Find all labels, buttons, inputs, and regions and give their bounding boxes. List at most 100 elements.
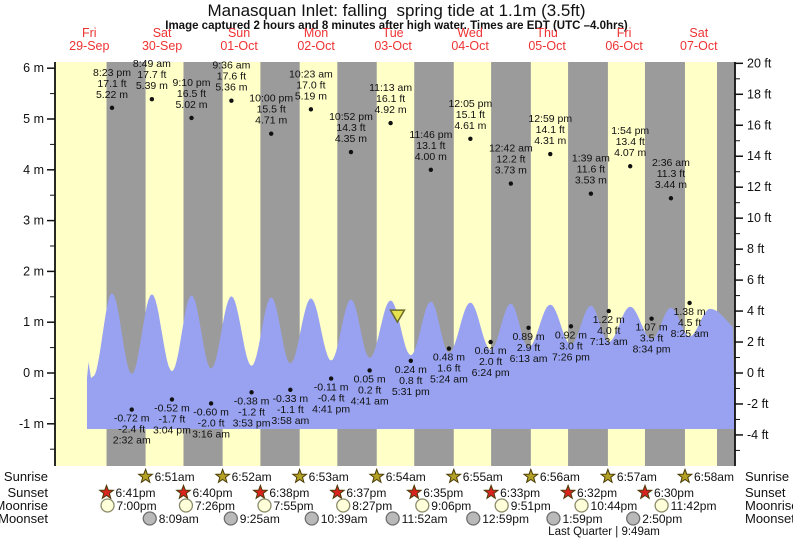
day-label-date: 04-Oct	[451, 39, 489, 53]
y-axis-label-left: 6 m	[23, 61, 44, 75]
tide-event-label: 12:59 pm	[528, 113, 572, 125]
moonrise-time: 7:00pm	[117, 499, 157, 513]
tide-event-dot	[548, 151, 553, 157]
tide-event-label: 0.8 ft	[399, 375, 422, 387]
tide-event-dot	[468, 136, 473, 142]
tide-event-dot	[288, 387, 293, 392]
day-label-date: 29-Sep	[69, 39, 109, 53]
y-axis-label-right: 2 ft	[747, 335, 765, 349]
y-axis-label-right: 10 ft	[747, 211, 772, 225]
tide-event-label: 0.2 ft	[358, 384, 381, 396]
tide-event-label: 12.2 ft	[496, 154, 525, 166]
tide-event-label: 0.92 m	[555, 329, 587, 341]
astro-row-label-left: Moonset	[0, 511, 48, 526]
moonset-time: 8:09am	[159, 512, 199, 526]
y-axis-label-right: -4 ft	[747, 428, 769, 442]
y-axis-label-right: -2 ft	[747, 397, 769, 411]
y-axis-label-right: 6 ft	[747, 273, 765, 287]
astro-row-label-right: Sunset	[745, 485, 786, 500]
sunrise-icon	[676, 467, 694, 484]
tide-event-label: 7:26 pm	[552, 351, 590, 363]
astro-row-label-right: Moonset	[745, 511, 793, 526]
tide-event-label: 4.07 m	[614, 147, 646, 159]
day-label: Wed	[457, 26, 483, 40]
moonrise-time: 11:42pm	[671, 499, 717, 513]
y-axis-label-left: -1 m	[19, 417, 44, 431]
tide-event-label: 6:13 am	[510, 353, 548, 365]
tide-event-label: 17.1 ft	[97, 78, 126, 90]
tide-event-dot	[268, 131, 274, 136]
moonrise-icon	[494, 498, 509, 513]
y-axis-label-left: 1 m	[23, 315, 44, 329]
sunrise-icon	[599, 467, 617, 484]
current-time-marker	[389, 309, 406, 324]
tide-event-label: 1:54 pm	[611, 125, 649, 137]
tide-event-label: 4.31 m	[534, 135, 566, 147]
tide-event-label: 11:13 am	[369, 82, 412, 94]
day-label-date: 06-Oct	[605, 39, 643, 53]
tide-event-label: -0.33 m	[273, 393, 309, 405]
tide-event-dot	[606, 308, 611, 314]
tide-event-label: 4:41 am	[351, 395, 389, 407]
moonset-icon	[466, 511, 481, 526]
tide-event-label: 8:25 am	[671, 328, 709, 340]
tide-event-label: 5:24 am	[430, 374, 468, 386]
sunrise-time: 6:52am	[232, 470, 272, 484]
tide-event-dot	[109, 105, 115, 111]
moonrise-icon	[336, 498, 351, 513]
moonset-time: 12:59pm	[482, 512, 529, 526]
tide-event-dot	[649, 316, 654, 321]
moonset-time: 10:39am	[321, 512, 368, 526]
tide-event-label: 1.07 m	[636, 322, 668, 334]
y-axis-label-right: 12 ft	[747, 180, 772, 194]
tide-event-label: 1.6 ft	[437, 363, 460, 375]
tide-event-label: -1.1 ft	[277, 404, 304, 416]
moonrise-icon	[257, 498, 272, 513]
astro-row-label-right: Sunrise	[745, 469, 789, 484]
sunset-time: 6:40pm	[192, 486, 232, 500]
day-label: Thu	[536, 26, 558, 40]
sunset-icon	[252, 483, 269, 500]
moonset-icon	[304, 511, 319, 526]
moonrise-icon	[178, 498, 194, 513]
moon-phase-note: Last Quarter | 9:49am	[548, 526, 660, 538]
moonset-icon	[626, 511, 641, 526]
y-axis-label-right: 4 ft	[747, 304, 765, 318]
tide-event-label: 0.48 m	[433, 352, 465, 364]
tide-event-label: 10:52 pm	[329, 111, 373, 123]
sunset-time: 6:35pm	[423, 486, 463, 500]
sunrise-time: 6:56am	[540, 470, 580, 484]
tide-event-label: 16.5 ft	[177, 88, 206, 100]
tide-event-dot	[149, 96, 155, 102]
tide-event-dot	[189, 115, 194, 121]
y-axis-label-left: 2 m	[23, 264, 44, 278]
sunset-time: 6:38pm	[269, 486, 309, 500]
day-label-date: 05-Oct	[528, 39, 566, 53]
y-axis-label-left: 5 m	[23, 112, 44, 126]
tide-event-label: 10:00 pm	[249, 93, 293, 105]
day-label: Tue	[383, 26, 404, 40]
tide-event-label: 3:58 am	[271, 415, 309, 427]
moonrise-time: 8:27pm	[352, 499, 392, 513]
tide-event-label: 9:10 pm	[173, 77, 211, 89]
moonset-icon	[385, 511, 400, 526]
day-label-date: 30-Sep	[142, 39, 182, 53]
y-axis-label-right: 0 ft	[747, 366, 765, 380]
sunrise-time: 6:54am	[386, 470, 426, 484]
moonrise-icon	[415, 498, 430, 513]
tide-event-label: 13.4 ft	[616, 136, 645, 148]
sunset-icon	[559, 483, 577, 500]
tide-event-label: -0.38 m	[234, 395, 270, 407]
moonrise-icon	[574, 498, 589, 513]
tide-event-label: 2.9 ft	[517, 342, 540, 354]
y-axis-label-left: 0 m	[23, 366, 44, 380]
tide-event-label: 3:53 pm	[233, 417, 271, 429]
tide-event-label: -2.0 ft	[198, 417, 225, 429]
sunset-time: 6:37pm	[346, 486, 386, 500]
tide-event-label: 15.5 ft	[257, 104, 286, 116]
day-label-date: 07-Oct	[680, 39, 718, 53]
tide-event-dot	[508, 181, 514, 186]
tide-event-label: 4.61 m	[454, 120, 486, 132]
day-label-date: 02-Oct	[297, 39, 335, 53]
sunrise-time: 6:55am	[463, 470, 503, 484]
